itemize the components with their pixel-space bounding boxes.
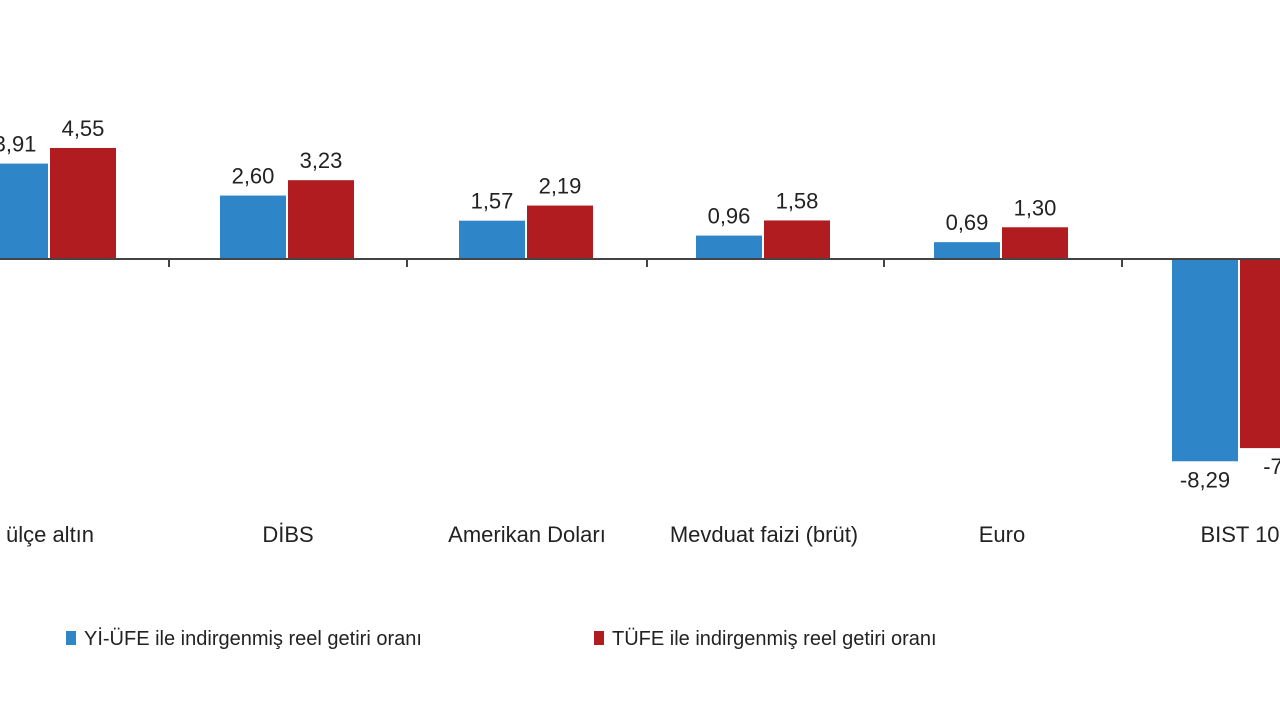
legend: Yİ-ÜFE ile indirgenmiş reel getiri oranı… [66,627,937,650]
legend-swatch-tufe [594,631,604,645]
category-label: ülçe altın [6,522,94,547]
bar-yi-ufe [1172,259,1238,462]
legend-label-yi-ufe: Yİ-ÜFE ile indirgenmiş reel getiri oranı [84,627,422,650]
bar-tufe [764,220,830,259]
bar-tufe [1002,227,1068,259]
value-label: 1,57 [471,189,514,214]
value-label: -8,29 [1180,467,1230,492]
value-label: 2,60 [232,164,275,189]
bar-tufe [1240,259,1280,449]
value-label: 1,30 [1014,195,1057,220]
value-labels-group: 3,91 4,55 2,60 3,23 1,57 2,19 0,96 1,58 0,69 1,30… [0,116,1280,492]
category-label: Euro [979,522,1025,547]
value-label: 1,58 [776,188,819,213]
bar-yi-ufe [459,220,525,259]
value-label: 4,55 [62,116,105,141]
value-label: 3,91 [0,132,36,157]
legend-swatch-yi-ufe [66,631,76,645]
value-label: 3,23 [300,148,343,173]
bar-tufe [288,180,354,259]
bar-yi-ufe [0,163,48,259]
bar-tufe [50,147,116,259]
value-label: 2,19 [539,174,582,199]
bar-yi-ufe [696,235,762,259]
category-labels-group: ülçe altın DİBS Amerikan Doları Mevduat fai… [6,522,1280,547]
legend-label-tufe: TÜFE ile indirgenmiş reel getiri oranı [612,628,937,650]
category-label: BIST 10 [1200,522,1279,547]
axis-ticks-group [168,259,1123,267]
value-label: 0,96 [708,204,751,229]
bar-yi-ufe [220,195,286,259]
value-label: -7 [1263,454,1280,479]
category-label: DİBS [262,522,313,547]
category-label: Amerikan Doları [448,522,606,547]
value-label: 0,69 [946,210,989,235]
bar-yi-ufe [934,242,1000,259]
bars-group [0,147,1280,462]
category-label: Mevduat faizi (brüt) [670,522,858,547]
bar-tufe [527,205,593,259]
